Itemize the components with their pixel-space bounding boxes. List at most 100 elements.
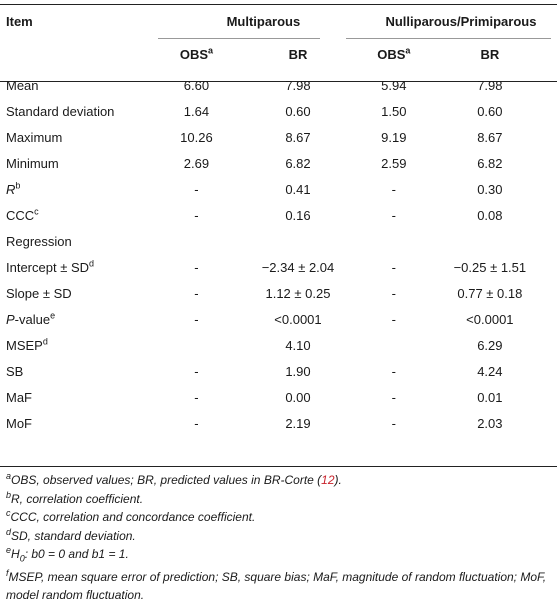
obs-header-multiparous: OBSa [179,45,214,62]
multiparous-br-cell: 7.98 [285,77,311,93]
footnote-c: cCCC, correlation and concordance coeffi… [6,508,256,525]
footnote-b: bR, correlation coefficient. [6,489,144,506]
table-row: Maximum 10.26 8.67 9.19 8.67 [0,124,557,150]
nulliparous-obs-cell: - [391,285,396,301]
multiparous-obs-cell [162,228,231,254]
multiparous-obs-cell: - [194,207,199,223]
multiparous-obs-cell: - [194,311,199,327]
nulliparous-br-cell: 6.82 [477,155,503,171]
row-label: SB [6,363,24,379]
nulliparous-obs-cell: - [391,259,396,275]
nulliparous-obs-cell [365,332,423,358]
results-table: Item Multiparous Nulliparous/Primiparous… [0,6,557,436]
multiparous-obs-cell: 2.69 [183,155,210,171]
multiparous-obs-cell: - [194,389,199,405]
nulliparous-obs-cell: 1.50 [381,103,407,119]
multiparous-br-cell: 1.90 [285,363,311,379]
table-bottom-rule [0,466,557,467]
multiparous-br-cell: 0.00 [285,389,311,405]
nulliparous-group-rule [346,38,551,39]
row-label: Regression [6,233,72,249]
nulliparous-br-cell: 0.60 [477,103,503,119]
nulliparous-obs-cell: - [391,207,396,223]
multiparous-obs-cell: 10.26 [180,129,213,145]
nulliparous-br-cell [423,228,557,254]
header-row-groups: Item Multiparous Nulliparous/Primiparous [0,6,557,36]
row-label: Maximum [6,129,63,145]
multiparous-group-rule [158,38,320,39]
reference-link[interactable]: 12 [321,473,335,487]
row-label: MoF [6,415,32,431]
footnote-a: aOBS, observed values; BR, predicted val… [6,471,342,488]
footnote-e: eH0: b0 = 0 and b1 = 1. [6,545,129,564]
row-label: Standard deviation [6,103,115,119]
row-label: Rb [6,180,21,197]
table-row: Intercept ± SDd - −2.34 ± 2.04 - −0.25 ± 1.5… [0,254,557,280]
nulliparous-obs-cell: - [391,311,396,327]
multiparous-obs-cell: - [194,181,199,197]
row-label: P-valuee [6,310,56,327]
multiparous-br-cell: 0.41 [285,181,311,197]
table-row: Minimum 2.69 6.82 2.59 6.82 [0,150,557,176]
br-header-nulliparous: BR [480,46,500,62]
nulliparous-br-cell: −0.25 ± 1.51 [453,259,527,275]
nulliparous-obs-cell: - [391,415,396,431]
multiparous-br-cell: 1.12 ± 0.25 [265,285,331,301]
footnote-d: dSD, standard deviation. [6,526,136,543]
obs-header-nulliparous: OBSa [377,45,411,62]
nulliparous-br-cell: 0.77 ± 0.18 [457,285,523,301]
table-row: Regression [0,228,557,254]
nulliparous-obs-cell [365,228,423,254]
multiparous-br-cell: 2.19 [285,415,311,431]
table-body: Mean 6.60 7.98 5.94 7.98 Standard deviation 1.… [0,72,557,436]
nulliparous-obs-cell: 5.94 [381,77,407,93]
multiparous-obs-cell: 6.60 [183,77,210,93]
multiparous-obs-cell: - [194,259,199,275]
nulliparous-obs-cell: 2.59 [381,155,407,171]
row-label: CCCc [6,206,39,223]
table-row: MoF - 2.19 - 2.03 [0,410,557,436]
table-row: Slope ± SD - 1.12 ± 0.25 - 0.77 ± 0.18 [0,280,557,306]
multiparous-obs-cell: 1.64 [183,103,210,119]
table-row: MSEPd 4.10 6.29 [0,332,557,358]
table-row: CCCc - 0.16 - 0.08 [0,202,557,228]
nulliparous-br-cell: 6.29 [477,337,503,353]
nulliparous-header: Nulliparous/Primiparous [385,13,537,29]
table-row: SB - 1.90 - 4.24 [0,358,557,384]
header-row-columns: OBSa BR OBSa BR [0,36,557,72]
nulliparous-br-cell: <0.0001 [466,311,514,327]
row-label: MaF [6,389,32,405]
multiparous-br-cell: 0.60 [285,103,311,119]
multiparous-br-cell: 6.82 [285,155,311,171]
nulliparous-obs-cell: - [391,389,396,405]
multiparous-header: Multiparous [226,13,301,29]
row-label: Slope ± SD [6,285,72,301]
table-row: Standard deviation 1.64 0.60 1.50 0.60 [0,98,557,124]
multiparous-obs-cell: - [194,285,199,301]
multiparous-br-cell: −2.34 ± 2.04 [261,259,335,275]
nulliparous-obs-cell: 9.19 [381,129,407,145]
table-footnotes: aOBS, observed values; BR, predicted val… [6,471,552,605]
multiparous-br-cell [231,228,365,254]
multiparous-br-cell: 8.67 [285,129,311,145]
nulliparous-obs-cell: - [391,181,396,197]
nulliparous-br-cell: 8.67 [477,129,503,145]
table-row: Rb - 0.41 - 0.30 [0,176,557,202]
row-label: Intercept ± SDd [6,258,95,275]
nulliparous-obs-cell: - [391,363,396,379]
top-rule [0,4,557,5]
item-column-header: Item [6,13,33,29]
row-label: Mean [6,77,39,93]
table-row: MaF - 0.00 - 0.01 [0,384,557,410]
multiparous-obs-cell [162,332,231,358]
multiparous-br-cell: 0.16 [285,207,311,223]
multiparous-br-cell: <0.0001 [274,311,322,327]
br-header-multiparous: BR [288,46,308,62]
nulliparous-br-cell: 7.98 [477,77,503,93]
nulliparous-br-cell: 4.24 [477,363,503,379]
nulliparous-br-cell: 0.01 [477,389,503,405]
row-label: MSEPd [6,336,48,353]
nulliparous-br-cell: 0.08 [477,207,503,223]
header-bottom-rule [0,81,557,82]
